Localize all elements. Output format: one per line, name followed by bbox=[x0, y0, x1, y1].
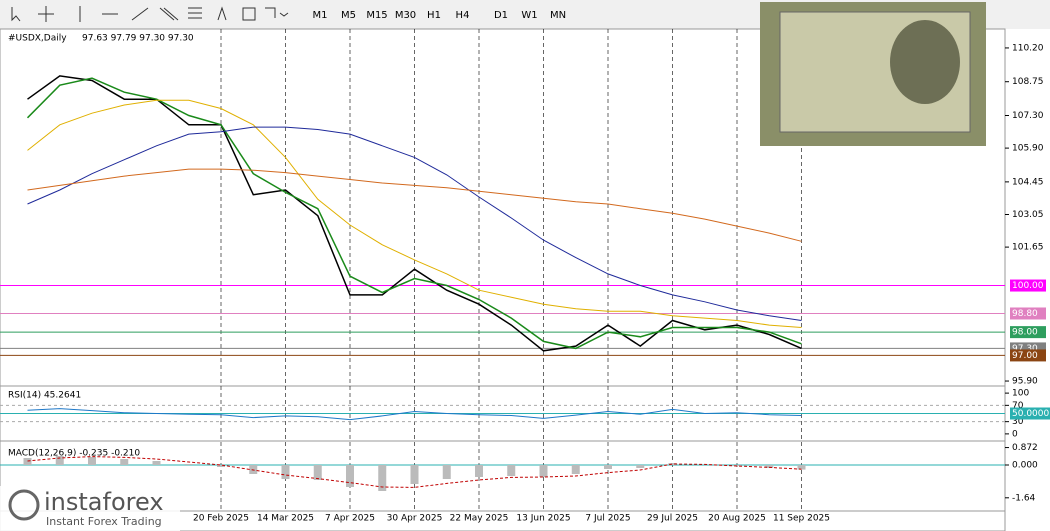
macd-bar bbox=[55, 456, 64, 465]
date-label: 7 Jul 2025 bbox=[585, 514, 630, 524]
rsi-tick-label: 30 bbox=[1012, 417, 1024, 427]
date-label: 13 Jun 2025 bbox=[516, 514, 570, 524]
rsi-tick-label: 100 bbox=[1012, 389, 1029, 399]
macd-bar bbox=[184, 464, 193, 465]
logo-icon bbox=[8, 489, 40, 521]
macd-bar bbox=[346, 465, 354, 487]
fibo-tool[interactable] bbox=[188, 7, 202, 19]
macd-tick-label: -1.64 bbox=[1012, 493, 1036, 503]
macd-bar bbox=[797, 465, 806, 470]
macd-bar bbox=[475, 465, 483, 477]
price-level-label: 97.00 bbox=[1012, 351, 1038, 361]
rsi-tick-label: 70 bbox=[1012, 401, 1024, 411]
price-tick-label: 110.20 bbox=[1012, 43, 1044, 53]
macd-tick-label: 0.000 bbox=[1012, 461, 1038, 471]
timeframe-button[interactable]: D1 bbox=[494, 10, 508, 21]
macd-bar bbox=[765, 465, 774, 468]
macd-bar bbox=[313, 465, 322, 480]
chart-title: #USDX,Daily bbox=[8, 34, 67, 44]
macd-bar bbox=[604, 465, 612, 469]
price-level-tag bbox=[1010, 307, 1046, 320]
price-tick-label: 101.65 bbox=[1012, 243, 1044, 253]
shapes-tool[interactable] bbox=[265, 7, 289, 18]
price-level-tag bbox=[1010, 326, 1046, 339]
crosshair-tool[interactable] bbox=[38, 6, 54, 22]
macd-bar bbox=[281, 465, 290, 479]
date-label: 20 Feb 2025 bbox=[193, 514, 249, 524]
price-tick-label: 108.75 bbox=[1012, 77, 1044, 87]
price-level-tag bbox=[1010, 279, 1046, 292]
price-tick-label: 105.90 bbox=[1012, 144, 1044, 154]
macd-title: MACD(12,26,9) -0.235 -0.210 bbox=[8, 449, 140, 459]
portrait bbox=[890, 20, 960, 104]
rsi-tick-label: 0 bbox=[1012, 429, 1018, 439]
date-label: 7 Apr 2025 bbox=[325, 514, 375, 524]
macd-tick-label: 0.872 bbox=[1012, 443, 1038, 453]
timeframe-button[interactable]: M5 bbox=[341, 10, 356, 21]
date-label: 22 May 2025 bbox=[450, 514, 509, 524]
macd-bar bbox=[507, 465, 516, 476]
moving-average bbox=[27, 99, 802, 328]
timeframe-bar: M1 M5 M15 M30 H1 H4 D1 W1 MN bbox=[313, 10, 567, 21]
brand-tagline: Instant Forex Trading bbox=[46, 515, 162, 528]
macd-bar bbox=[152, 461, 161, 465]
channel-tool[interactable] bbox=[159, 7, 179, 21]
price-tick-label: 104.45 bbox=[1012, 177, 1044, 187]
macd-bar bbox=[120, 459, 129, 465]
timeframe-button[interactable]: W1 bbox=[521, 10, 537, 21]
price-level-tag bbox=[1010, 349, 1046, 362]
macd-bar bbox=[571, 465, 580, 474]
text-tool[interactable] bbox=[217, 6, 227, 21]
macd-bar bbox=[636, 465, 645, 468]
date-label: 29 Jul 2025 bbox=[647, 514, 698, 524]
price-level-label: 100.00 bbox=[1012, 281, 1044, 291]
brand-name: instaforex bbox=[44, 488, 164, 516]
timeframe-button[interactable]: M1 bbox=[313, 10, 328, 21]
drawing-tools bbox=[11, 6, 289, 22]
chart-quote: 97.63 97.79 97.30 97.30 bbox=[82, 34, 194, 44]
moving-average bbox=[26, 77, 802, 350]
macd-bar bbox=[539, 465, 548, 477]
cursor-tool[interactable] bbox=[11, 7, 21, 22]
timeframe-button[interactable]: H1 bbox=[427, 10, 441, 21]
price-tick-label: 95.90 bbox=[1012, 377, 1038, 387]
timeframe-button[interactable]: M30 bbox=[395, 10, 416, 21]
label-tool[interactable] bbox=[242, 7, 256, 21]
timeframe-button[interactable]: H4 bbox=[456, 10, 470, 21]
moving-average bbox=[27, 126, 802, 321]
date-label: 11 Sep 2025 bbox=[773, 514, 830, 524]
macd-bar bbox=[410, 465, 419, 484]
price-tick-label: 107.30 bbox=[1012, 111, 1044, 121]
macd-bar bbox=[442, 465, 451, 479]
rsi-title: RSI(14) 45.2641 bbox=[8, 391, 81, 401]
timeframe-button[interactable]: MN bbox=[550, 10, 566, 21]
date-label: 20 Aug 2025 bbox=[708, 514, 766, 524]
rsi-line bbox=[27, 408, 802, 421]
macd-bar bbox=[23, 458, 32, 465]
macd-bar bbox=[668, 463, 677, 465]
rsi-level-tag bbox=[1010, 407, 1050, 420]
price-level-label: 97.30 bbox=[1012, 344, 1038, 354]
rsi-level-label: 50.0000 bbox=[1012, 409, 1049, 419]
date-label: 14 Mar 2025 bbox=[257, 514, 314, 524]
price-tick-label: 103.05 bbox=[1012, 210, 1044, 220]
trendline-tool[interactable] bbox=[131, 7, 149, 21]
price-level-label: 98.00 bbox=[1012, 328, 1038, 338]
macd-bar bbox=[88, 457, 96, 465]
moving-average bbox=[27, 168, 802, 242]
date-label: 30 Apr 2025 bbox=[387, 514, 443, 524]
macd-bar bbox=[217, 465, 225, 467]
plot: 20 Feb 2025 14 Mar 2025 7 Apr 2025 30 Apr 2… bbox=[0, 29, 1050, 524]
macd-bar bbox=[378, 465, 387, 491]
price-level-label: 98.80 bbox=[1012, 309, 1038, 319]
timeframe-button[interactable]: M15 bbox=[366, 10, 387, 21]
